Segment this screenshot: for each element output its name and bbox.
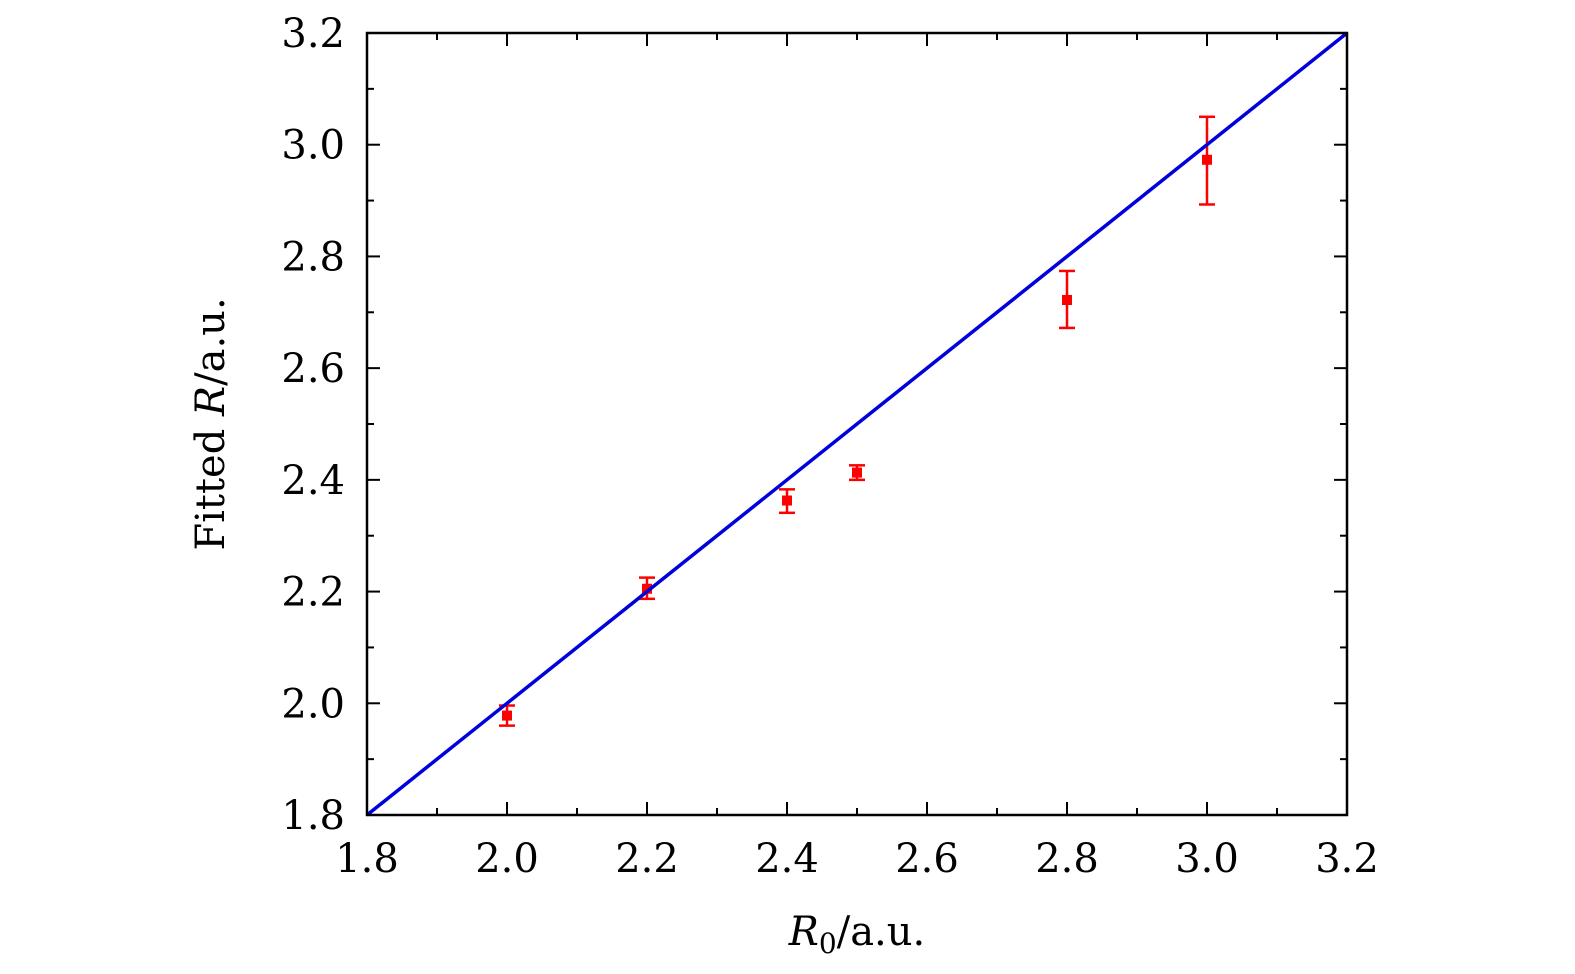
- y-tick-label: 3.0: [281, 123, 345, 169]
- reference-line: [365, 31, 1349, 817]
- y-axis-label-var: R: [188, 386, 234, 417]
- x-tick-label: 2.6: [895, 836, 959, 882]
- y-tick-labels: 1.8 2.0 2.2 2.4 2.6 2.8 3.0 3.2: [281, 11, 345, 839]
- data-point: [1202, 154, 1212, 165]
- x-axis-label-sub: 0: [819, 927, 837, 960]
- y-axis-label-unit: /a.u.: [188, 297, 234, 386]
- data-point-group: [1059, 269, 1075, 330]
- x-axis-label: R0/a.u.: [788, 909, 925, 960]
- data-point: [502, 710, 512, 721]
- data-point-group: [779, 488, 795, 515]
- y-tick-label: 2.4: [281, 458, 345, 504]
- x-tick-label: 1.8: [335, 836, 399, 882]
- y-tick-label: 3.2: [281, 11, 345, 57]
- x-tick-label: 3.0: [1175, 836, 1239, 882]
- y-axis-label: Fitted R/a.u.: [188, 297, 234, 550]
- y-tick-label: 2.6: [281, 346, 345, 392]
- data-point-group: [639, 576, 655, 601]
- series-layer: [365, 31, 1349, 817]
- x-axis-label-unit: /a.u.: [837, 909, 926, 955]
- x-axis-label-var: R: [788, 909, 819, 955]
- data-point-group: [1199, 115, 1215, 206]
- y-tick-label: 2.8: [281, 234, 345, 280]
- x-tick-label: 2.8: [1035, 836, 1099, 882]
- y-axis-label-prefix: Fitted: [188, 416, 234, 551]
- plot-frame: [365, 31, 1349, 817]
- data-point: [852, 467, 862, 478]
- y-tick-label: 2.0: [281, 681, 345, 727]
- y-tick-label: 1.8: [281, 793, 345, 839]
- x-tick-label: 2.2: [615, 836, 679, 882]
- data-point: [642, 583, 652, 594]
- data-point: [782, 495, 792, 506]
- y-tick-label: 2.2: [281, 570, 345, 616]
- data-point: [1062, 294, 1072, 305]
- x-tick-label: 3.2: [1315, 836, 1379, 882]
- x-tick-labels: 1.8 2.0 2.2 2.4 2.6 2.8 3.0 3.2: [335, 836, 1379, 882]
- data-point-group: [849, 464, 865, 482]
- x-tick-label: 2.0: [475, 836, 539, 882]
- x-tick-label: 2.4: [755, 836, 819, 882]
